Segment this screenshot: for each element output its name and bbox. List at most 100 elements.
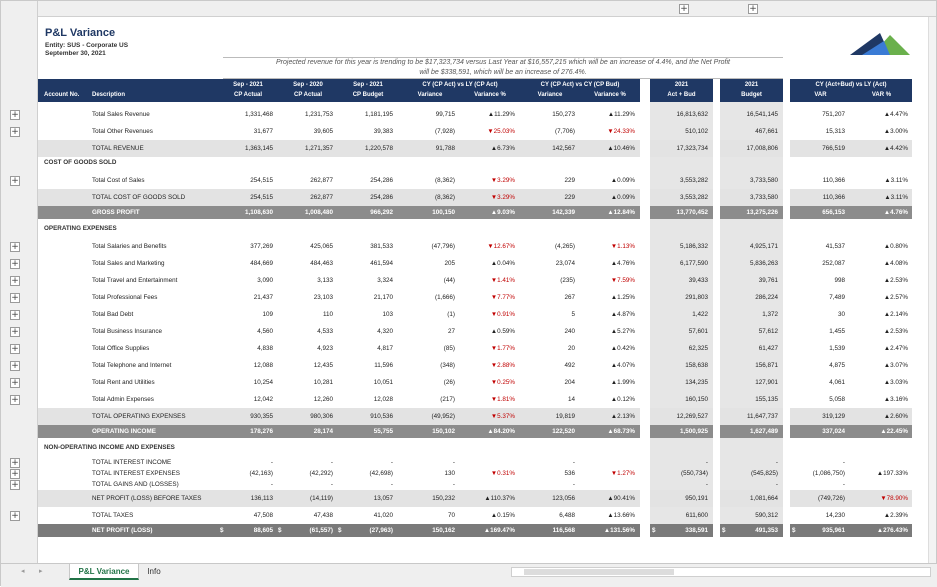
value-cell: 10,254 xyxy=(253,379,273,386)
row-group-expand-button[interactable]: + xyxy=(10,241,20,252)
row-label: TOTAL OPERATING EXPENSES xyxy=(92,413,186,420)
value-cell: (4,265) xyxy=(555,243,575,250)
horizontal-scrollbar[interactable] xyxy=(511,567,931,577)
row-group-expand-button[interactable]: + xyxy=(10,326,20,337)
row-label: Total Office Supplies xyxy=(92,345,150,352)
value-cell: 57,601 xyxy=(688,328,708,335)
tab-pl-variance[interactable]: P&L Variance xyxy=(69,564,139,580)
row-group-expand-button[interactable]: + xyxy=(10,457,20,468)
table-header-var: CY (Act+Bud) vs LY (Act) VAR VAR % xyxy=(790,79,912,102)
value-cell: 262,877 xyxy=(310,177,333,184)
row-group-expand-button[interactable]: + xyxy=(10,258,20,269)
table-row: TOTAL OPERATING EXPENSES 930,355 980,306 91… xyxy=(38,408,912,425)
value-cell: 4,061 xyxy=(829,379,845,386)
variance-pct-cell: ▲84.20% xyxy=(487,428,515,435)
row-group-expand-button[interactable]: + xyxy=(10,292,20,303)
value-cell: 122,520 xyxy=(552,428,575,435)
column-gap xyxy=(640,490,650,507)
variance-pct-cell: ▲3.16% xyxy=(883,396,908,403)
scroll-thumb[interactable] xyxy=(524,569,674,575)
value-cell: 980,306 xyxy=(310,413,333,420)
row-group-gutter: + + + + + + + + + + + + + + + + + xyxy=(1,1,38,563)
variance-pct-cell: ▲11.29% xyxy=(607,111,635,118)
table-row: TOTAL COST OF GOODS SOLD 254,515 262,877 25… xyxy=(38,189,912,206)
header-g1-variance: Variance xyxy=(417,92,443,98)
column-group-expand-button[interactable]: + xyxy=(679,4,689,14)
row-group-expand-button[interactable]: + xyxy=(10,468,20,479)
row-group-expand-button[interactable]: + xyxy=(10,394,20,405)
variance-pct-cell: ▲0.15% xyxy=(490,512,515,519)
currency-symbol: $ xyxy=(278,527,282,534)
column-gap xyxy=(783,408,790,425)
value-cell: 286,224 xyxy=(755,294,778,301)
value-cell: 319,129 xyxy=(822,413,845,420)
value-cell: - xyxy=(330,459,333,466)
value-cell: (8,362) xyxy=(435,194,455,201)
column-gap xyxy=(640,189,650,206)
variance-pct-cell: ▲1.99% xyxy=(610,379,635,386)
column-gap xyxy=(713,524,720,537)
variance-pct-cell: ▼1.41% xyxy=(490,277,515,284)
value-cell: 751,207 xyxy=(822,111,845,118)
value-cell: 935,961 xyxy=(822,527,845,534)
header-g2-variance-pct: Variance % xyxy=(594,92,626,98)
report-sheet[interactable]: P&L Variance Entity: SUS - Corporate US … xyxy=(38,17,930,563)
value-cell: 1,081,664 xyxy=(749,495,778,502)
column-group-expand-button[interactable]: + xyxy=(748,4,758,14)
value-cell: 338,591 xyxy=(685,527,708,534)
value-cell: 61,427 xyxy=(758,345,778,352)
value-cell: - xyxy=(452,459,455,466)
row-label: COST OF GOODS SOLD xyxy=(44,159,117,166)
value-cell: (42,163) xyxy=(249,470,273,477)
scroll-tabs-left-icon[interactable]: ◂ xyxy=(21,568,25,575)
value-cell: 39,761 xyxy=(758,277,778,284)
row-group-expand-button[interactable]: + xyxy=(10,479,20,490)
value-cell: 91,788 xyxy=(435,145,455,152)
table-row: Total Sales and Marketing 484,669 484,463 4… xyxy=(38,255,930,272)
value-cell: 28,174 xyxy=(313,428,333,435)
row-group-expand-button[interactable]: + xyxy=(10,175,20,186)
value-cell: (749,726) xyxy=(818,495,845,502)
variance-pct-cell: ▼7.59% xyxy=(610,277,635,284)
row-group-expand-button[interactable]: + xyxy=(10,309,20,320)
variance-pct-cell: ▲4.42% xyxy=(883,145,908,152)
row-group-expand-button[interactable]: + xyxy=(10,360,20,371)
value-cell: 267 xyxy=(564,294,575,301)
column-gap xyxy=(713,408,720,425)
variance-pct-cell: ▲2.53% xyxy=(883,328,908,335)
value-cell: - xyxy=(705,459,708,466)
variance-pct-cell: ▲2.47% xyxy=(883,345,908,352)
value-cell: 766,519 xyxy=(822,145,845,152)
value-cell: 1,181,195 xyxy=(364,111,393,118)
header-col5-type: Budget xyxy=(741,92,762,98)
row-group-expand-button[interactable]: + xyxy=(10,109,20,120)
value-cell: 1,363,145 xyxy=(244,145,273,152)
currency-symbol: $ xyxy=(220,527,224,534)
column-gap xyxy=(640,408,650,425)
table-header: Account No. Description Sep - 2021 CP Ac… xyxy=(38,79,640,102)
value-cell: 3,733,580 xyxy=(749,177,778,184)
budget-column-shade xyxy=(720,102,783,532)
row-group-expand-button[interactable]: + xyxy=(10,377,20,388)
row-group-expand-button[interactable]: + xyxy=(10,510,20,521)
row-label: TOTAL INTEREST INCOME xyxy=(92,459,172,466)
tab-info[interactable]: Info xyxy=(147,567,161,576)
value-cell: 41,020 xyxy=(373,512,393,519)
value-cell: (550,734) xyxy=(681,470,708,477)
value-cell: 158,638 xyxy=(685,362,708,369)
table-row: Total Salaries and Benefits 377,269 425,06… xyxy=(38,238,930,255)
table-row: Total Telephone and Internet 12,088 12,435… xyxy=(38,357,930,374)
value-cell: (42,698) xyxy=(369,470,393,477)
value-cell: 6,177,590 xyxy=(679,260,708,267)
row-group-expand-button[interactable]: + xyxy=(10,126,20,137)
value-cell: 5,836,263 xyxy=(749,260,778,267)
table-row: Total Professional Fees 21,437 23,103 21,17… xyxy=(38,289,930,306)
scroll-tabs-right-icon[interactable]: ▸ xyxy=(39,568,43,575)
vertical-scrollbar[interactable] xyxy=(928,17,936,563)
table-row: TOTAL INTEREST EXPENSES (42,163) (42,292) (… xyxy=(38,468,930,479)
row-label: Total Admin Expenses xyxy=(92,396,154,403)
value-cell: (1) xyxy=(447,311,455,318)
variance-pct-cell: ▲197.33% xyxy=(876,470,908,477)
row-group-expand-button[interactable]: + xyxy=(10,343,20,354)
row-group-expand-button[interactable]: + xyxy=(10,275,20,286)
